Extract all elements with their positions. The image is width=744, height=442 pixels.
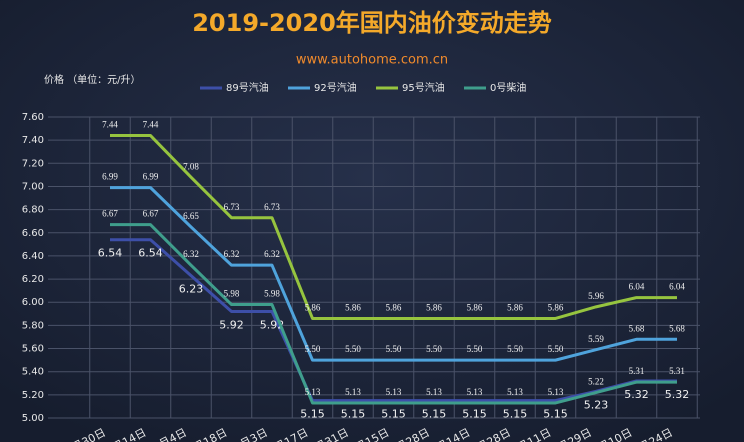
y-tick-label: 5.60 [22,344,44,355]
data-label: 5.68 [669,323,685,333]
data-label: 5.50 [426,344,442,354]
data-label: 6.54 [138,247,163,260]
data-label: 6.23 [179,283,204,296]
data-label: 6.67 [102,209,118,219]
data-label: 5.15 [462,408,487,421]
data-label: 5.15 [543,408,568,421]
data-label: 5.13 [548,387,564,397]
data-label: 5.13 [426,387,442,397]
data-label: 5.98 [224,289,240,299]
y-tick-label: 5.80 [22,320,44,331]
y-tick-label: 5.40 [22,367,44,378]
data-label: 5.32 [624,388,649,401]
data-label: 5.13 [467,387,483,397]
data-label: 5.96 [588,291,604,301]
data-label: 6.32 [224,249,240,259]
legend-label: 95号汽油 [402,81,445,94]
data-label: 5.31 [629,366,645,376]
data-label: 5.50 [507,344,523,354]
data-label: 5.23 [584,398,609,411]
legend-label: 0号柴油 [490,81,526,94]
y-tick-label: 6.20 [22,274,44,285]
legend-label: 92号汽油 [314,81,357,94]
y-axis-label: 价格 （单位：元/升） [44,73,141,86]
chart-subtitle: www.autohome.com.cn [296,53,448,68]
data-label: 5.86 [507,303,523,313]
data-label: 5.86 [467,303,483,313]
y-tick-label: 6.00 [22,297,44,308]
data-label: 5.50 [386,344,402,354]
data-label: 5.15 [381,408,406,421]
data-label: 5.59 [588,334,604,344]
data-label: 7.08 [183,161,199,171]
data-label: 5.13 [345,387,361,397]
y-tick-label: 5.00 [22,413,44,424]
data-label: 5.86 [345,303,361,313]
y-tick-label: 5.20 [22,390,44,401]
data-label: 6.04 [629,282,645,292]
data-label: 6.54 [98,247,123,260]
data-label: 5.13 [507,387,523,397]
data-label: 6.32 [264,249,280,259]
data-label: 5.22 [588,377,604,387]
data-label: 5.68 [629,323,645,333]
data-label: 5.32 [665,388,690,401]
data-label: 5.15 [300,408,325,421]
data-label: 6.67 [143,209,159,219]
series-line [110,134,677,320]
data-label: 7.44 [143,120,159,130]
data-label: 5.50 [467,344,483,354]
data-label: 5.86 [548,303,564,313]
data-label: 5.86 [426,303,442,313]
data-label: 6.99 [102,172,118,182]
series-line [110,223,677,405]
data-label: 6.73 [224,202,240,212]
data-label: 5.31 [669,366,685,376]
y-tick-label: 6.80 [22,205,44,216]
y-tick-label: 6.60 [22,228,44,239]
data-label: 5.15 [341,408,366,421]
series-line [110,186,677,362]
data-label: 7.44 [102,120,118,130]
data-label: 5.92 [219,318,244,331]
y-tick-label: 7.60 [22,112,44,123]
data-label: 5.50 [305,344,321,354]
y-tick-label: 7.40 [22,135,44,146]
data-label: 6.04 [669,282,685,292]
data-label: 6.99 [143,172,159,182]
y-tick-label: 7.00 [22,181,44,192]
data-label: 5.13 [386,387,402,397]
y-tick-label: 7.20 [22,158,44,169]
data-label: 5.98 [264,289,280,299]
data-label: 5.50 [548,344,564,354]
data-label: 6.32 [183,249,199,259]
chart-title: 2019-2020年国内油价变动走势 [192,9,552,37]
data-label: 5.50 [345,344,361,354]
legend-label: 89号汽油 [226,81,269,94]
data-label: 5.13 [305,387,321,397]
data-label: 5.15 [503,408,528,421]
data-label: 5.86 [305,303,321,313]
data-label: 6.73 [264,202,280,212]
legend: 89号汽油 92号汽油 95号汽油 0号柴油 [200,81,526,94]
data-label: 5.86 [386,303,402,313]
y-tick-label: 6.40 [22,251,44,262]
data-label: 6.65 [183,211,199,221]
data-label: 5.15 [422,408,447,421]
